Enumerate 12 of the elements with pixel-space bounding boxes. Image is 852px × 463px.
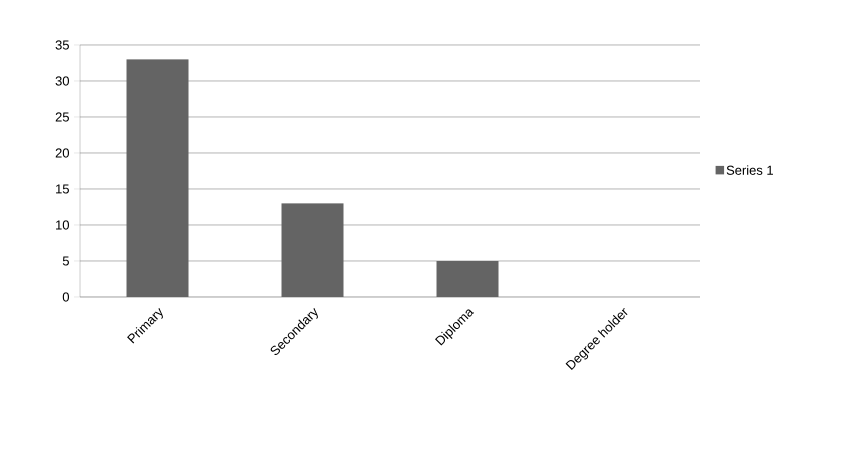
y-tick-label: 10 [56, 220, 69, 230]
y-tick-label: 30 [56, 76, 69, 86]
y-tick-label: 15 [56, 184, 69, 194]
bar [436, 260, 499, 297]
y-tick-label: 0 [62, 292, 69, 302]
y-tick-label: 5 [62, 256, 69, 266]
legend-label: Series 1 [726, 165, 773, 175]
bar [282, 203, 344, 297]
bar [126, 59, 189, 297]
y-tick-label: 25 [56, 112, 69, 122]
y-tick-label: 35 [56, 40, 69, 50]
y-tick-label: 20 [56, 148, 69, 158]
